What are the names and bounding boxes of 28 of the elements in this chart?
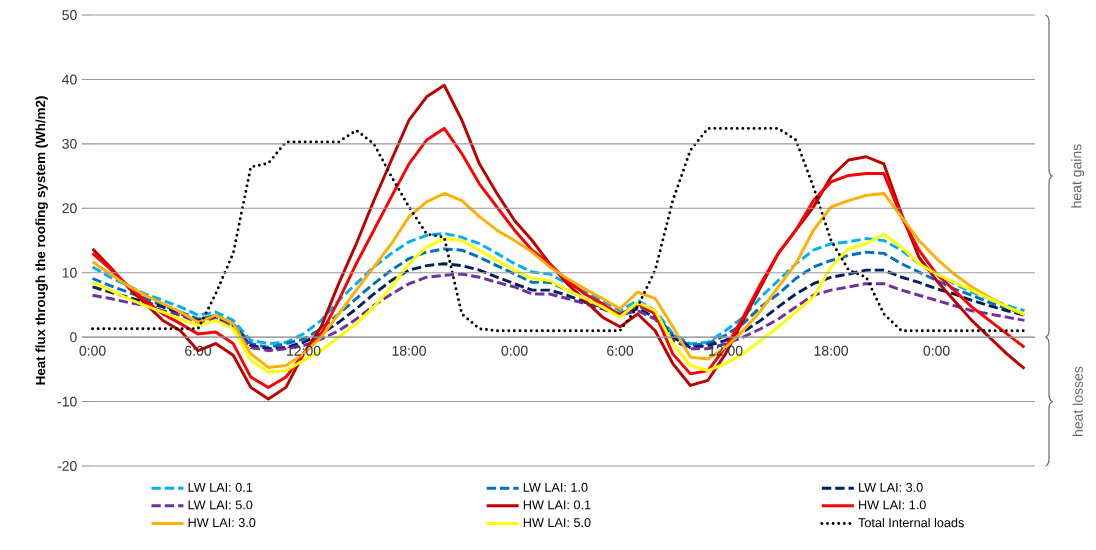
y-tick-label: 40	[62, 74, 77, 85]
x-tick-label: 6:00	[607, 345, 634, 356]
line-series	[91, 231, 1026, 346]
x-tick-label: 0:00	[79, 345, 106, 356]
x-tick-label: 0:00	[501, 345, 528, 356]
y-axis-title: Heat flux through the roofing system (Wh/m2)	[35, 96, 48, 385]
text: heat losses	[1072, 366, 1083, 437]
x-tick-label: 18:00	[814, 345, 849, 356]
x-tick-label: 6:00	[185, 345, 212, 356]
y-tick-label: 30	[62, 138, 77, 149]
legend-label: HW LAI: 1.0	[859, 500, 926, 510]
x-tick-label: 18:00	[392, 345, 427, 356]
legend-label: HW LAI: 3.0	[188, 518, 256, 528]
y-tick-label: 10	[62, 267, 77, 278]
legend-label: LW LAI: 1.0	[523, 482, 588, 492]
y-tick-label: 20	[62, 203, 77, 214]
legend-label: LW LAI: 0.1	[188, 482, 253, 492]
text: heat gains	[1071, 144, 1085, 208]
legend-label: LW LAI: 3.0	[859, 482, 923, 492]
legend-label: LW LAI: 5.0	[188, 500, 253, 510]
y-tick-label: 50	[62, 10, 77, 20]
legend-label: HW LAI: 5.0	[523, 518, 591, 528]
x-tick-label: 0:00	[923, 345, 950, 356]
legend-label: HW LAI: 0.1	[523, 500, 591, 510]
y-tick-label: -10	[57, 396, 77, 407]
y-tick-label: -20	[57, 461, 77, 471]
y-tick-label: 0	[70, 332, 77, 343]
legend-label: Total Internal loads	[858, 517, 964, 528]
